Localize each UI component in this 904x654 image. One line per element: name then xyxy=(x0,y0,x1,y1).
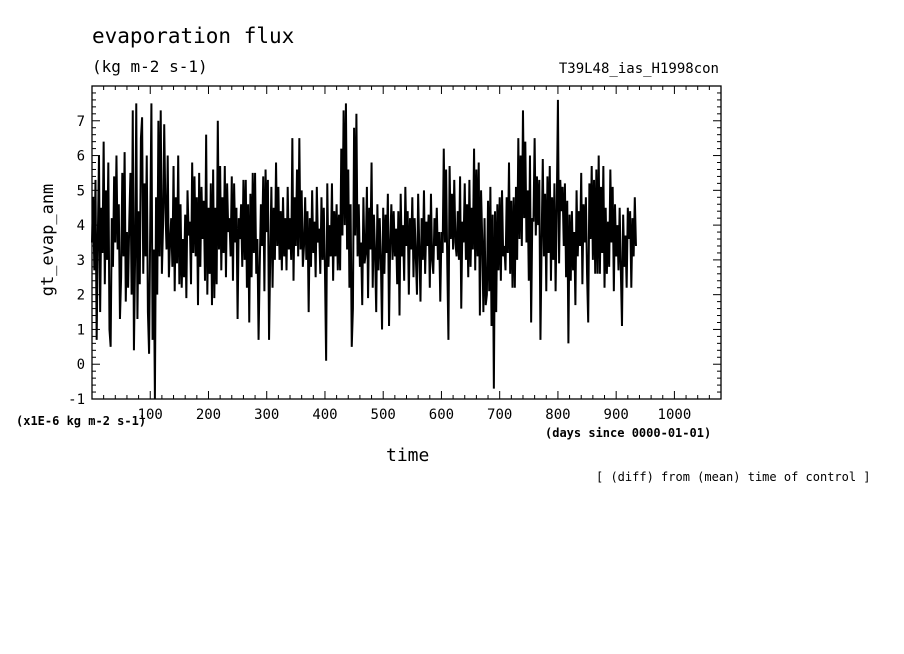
x-tick-label: 600 xyxy=(429,407,454,423)
y-scale-note: (x1E-6 kg m-2 s-1) xyxy=(16,414,147,428)
x-tick-label: 400 xyxy=(312,407,337,423)
x-tick-label: 1000 xyxy=(658,407,692,423)
y-tick-label: 4 xyxy=(77,218,85,234)
x-tick-label: 300 xyxy=(254,407,279,423)
x-tick-label: 700 xyxy=(487,407,512,423)
plot-frame xyxy=(91,85,722,400)
x-tick-label: 500 xyxy=(371,407,396,423)
chart-subtitle: (kg m-2 s-1) xyxy=(92,57,208,76)
x-tick-label: 900 xyxy=(604,407,629,423)
y-tick-label: 3 xyxy=(77,253,85,269)
y-tick-label: -1 xyxy=(68,392,85,408)
series-line xyxy=(91,99,637,400)
y-tick-label: 1 xyxy=(77,322,85,338)
y-tick-label: 2 xyxy=(77,288,85,304)
y-tick-label: 0 xyxy=(77,357,85,373)
y-tick-label: 7 xyxy=(77,114,85,130)
footnote: [ (diff) from (mean) time of control ] xyxy=(596,470,871,484)
x-tick-label: 800 xyxy=(545,407,570,423)
y-tick-label: 6 xyxy=(77,149,85,165)
x-tick-label: 100 xyxy=(138,407,163,423)
x-axis-units: (days since 0000-01-01) xyxy=(545,426,712,440)
y-tick-label: 5 xyxy=(77,183,85,199)
run-label: T39L48_ias_H1998con xyxy=(558,61,719,77)
chart-title: evaporation flux xyxy=(92,24,295,48)
x-axis-label: time xyxy=(386,445,430,466)
x-tick-label: 200 xyxy=(196,407,221,423)
